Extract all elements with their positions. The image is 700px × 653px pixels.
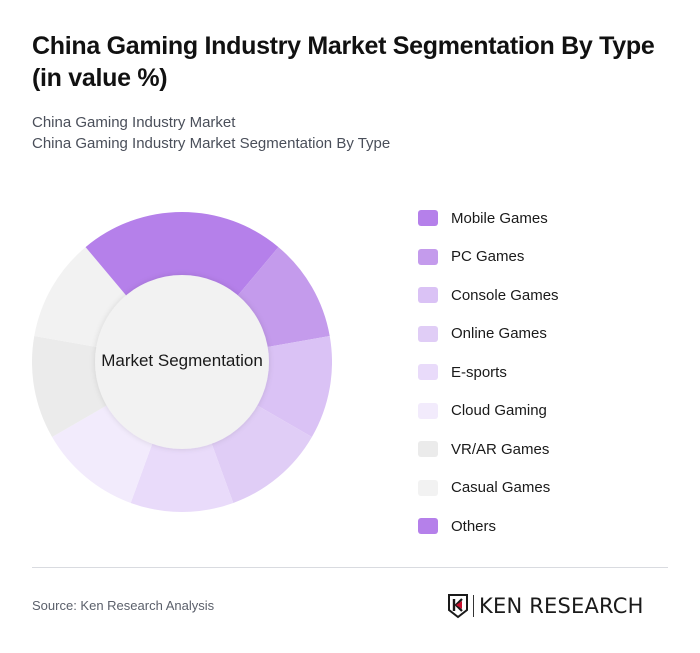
donut-chart [32,212,332,512]
donut-slice-pc-games[interactable] [237,247,330,348]
legend-item-online-games[interactable]: Online Games [418,315,559,354]
legend-label: Cloud Gaming [451,402,547,420]
legend-item-e-sports[interactable]: E-sports [418,353,559,392]
donut-slice-mobile-games[interactable] [182,212,279,297]
ken-research-logo-icon [448,594,468,619]
subtitle-segmentation: China Gaming Industry Market Segmentatio… [32,135,391,152]
legend-label: PC Games [451,248,525,266]
donut-slice-console-games[interactable] [256,335,332,437]
legend-swatch [418,479,438,496]
legend-label: Online Games [451,325,547,343]
donut-slice-e-sports[interactable] [130,442,234,512]
donut-slice-others[interactable] [85,212,182,297]
legend-label: E-sports [451,363,507,381]
legend-label: Casual Games [451,479,551,497]
donut-center-label: Market Segmentation [101,351,263,370]
legend-item-casual-games[interactable]: Casual Games [418,469,559,508]
logo-text: KEN RESEARCH [479,594,644,618]
legend-swatch [418,248,438,265]
chart-title: China Gaming Industry Market Segmentatio… [32,32,655,92]
legend-label: Mobile Games [451,209,548,227]
legend-item-console-games[interactable]: Console Games [418,276,559,315]
legend-item-mobile-games[interactable]: Mobile Games [418,199,559,238]
legend-swatch [418,364,438,381]
source-note: Source: Ken Research Analysis [32,598,215,613]
ken-research-logo: KEN RESEARCH [447,593,644,619]
legend-label: VR/AR Games [451,440,550,458]
legend-swatch [418,518,438,535]
legend-swatch [418,402,438,419]
legend-item-others[interactable]: Others [418,507,559,546]
legend-swatch [418,210,438,227]
donut-slice-casual-games[interactable] [34,247,127,348]
legend-swatch [418,325,438,342]
legend-label: Console Games [451,286,559,304]
donut-slice-vr-ar-games[interactable] [32,335,108,437]
legend-swatch [418,287,438,304]
legend-item-cloud-gaming[interactable]: Cloud Gaming [418,392,559,431]
footer-divider [32,567,668,568]
legend-label: Others [451,517,497,535]
legend-swatch [418,441,438,458]
logo-separator [473,595,474,617]
legend-item-pc-games[interactable]: PC Games [418,238,559,277]
donut-svg [32,212,332,512]
legend: Mobile Games PC Games Console Games Onli… [418,199,559,546]
donut-center [95,275,269,449]
legend-item-vr-ar-games[interactable]: VR/AR Games [418,430,559,469]
subtitle-market: China Gaming Industry Market [32,114,236,131]
